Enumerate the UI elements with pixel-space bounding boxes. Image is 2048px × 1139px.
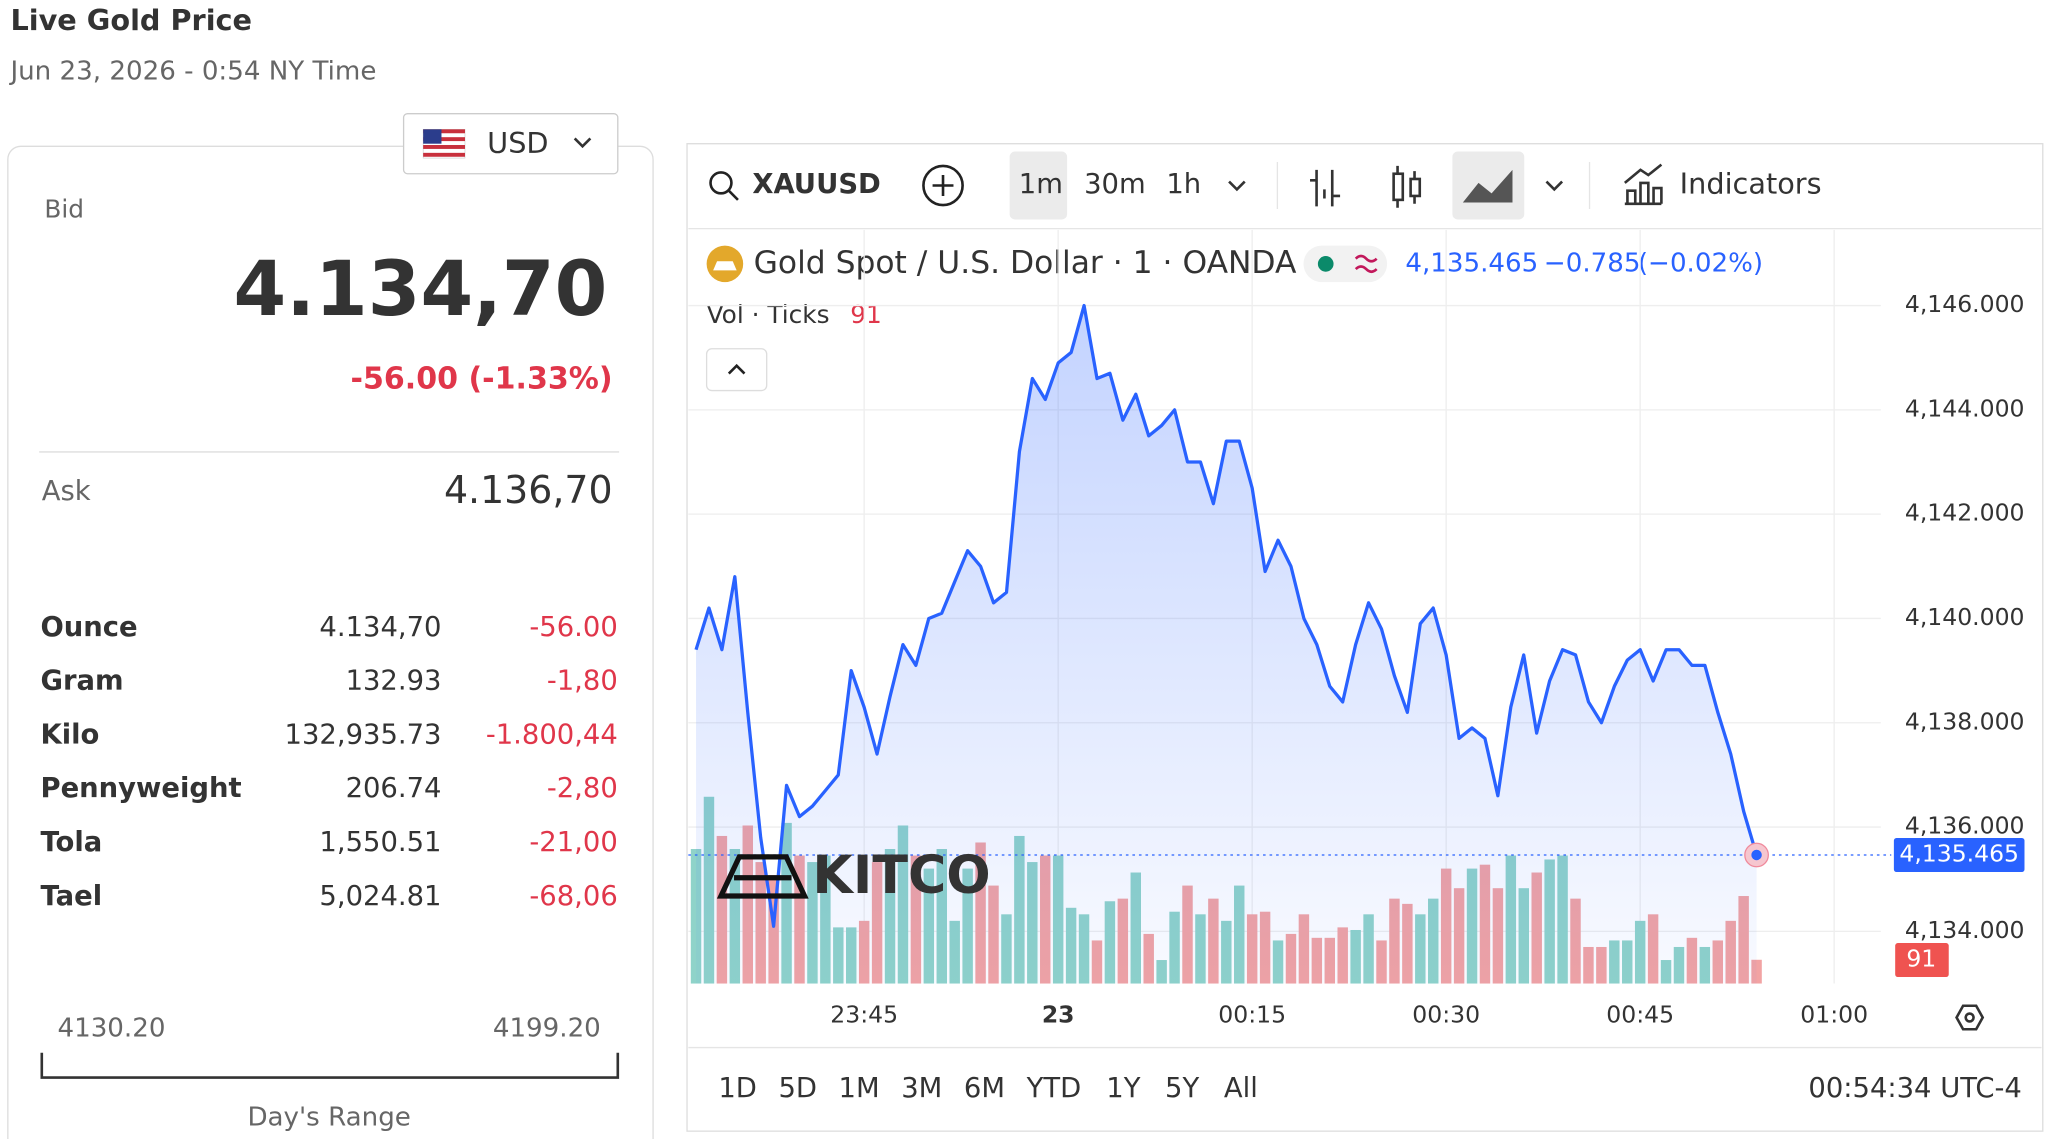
range-button[interactable]: All xyxy=(1224,1073,1258,1104)
interval-button[interactable]: 1m xyxy=(1019,169,1063,200)
add-symbol-button[interactable] xyxy=(922,164,964,207)
unit-price: 132,935.73 xyxy=(285,719,442,750)
kitco-logo: KITCO xyxy=(716,846,991,906)
logo-text: KITCO xyxy=(812,846,990,906)
ask-price: 4.136,70 xyxy=(444,468,613,512)
interval-button[interactable]: 1h xyxy=(1166,169,1201,200)
bars-style-icon[interactable] xyxy=(1310,169,1341,207)
legend-change-pct: (−0.02%) xyxy=(1638,248,1763,278)
y-tick-label: 4,134.000 xyxy=(1905,916,2025,944)
unit-change: -21,00 xyxy=(529,827,617,858)
currency-button[interactable]: USD xyxy=(402,113,619,175)
price-panel xyxy=(7,145,654,1139)
unit-name: Pennyweight xyxy=(40,773,241,804)
range-button[interactable]: 6M xyxy=(964,1073,1005,1104)
area-style-bg xyxy=(1452,151,1525,220)
unit-name: Kilo xyxy=(40,719,99,750)
unit-name: Gram xyxy=(40,666,123,697)
range-low: 4130.20 xyxy=(57,1014,165,1044)
range-button[interactable]: 1D xyxy=(718,1073,757,1104)
price-area xyxy=(696,305,1757,984)
range-label: Day's Range xyxy=(247,1103,410,1133)
symbol-icon-bar xyxy=(713,261,737,271)
interval-button[interactable]: 30m xyxy=(1084,169,1146,200)
volume-legend: Vol · Ticks xyxy=(707,300,830,329)
y-tick-label: 4,142.000 xyxy=(1905,499,2025,527)
volume-last-box xyxy=(1895,943,1949,978)
x-tick-label: 00:45 xyxy=(1606,1001,1674,1029)
range-bracket xyxy=(40,1052,620,1079)
x-tick-label: 23:45 xyxy=(830,1001,898,1029)
range-button[interactable]: 1M xyxy=(839,1073,880,1104)
unit-change: -68,06 xyxy=(529,881,617,912)
collapse-legend-button[interactable] xyxy=(705,348,768,392)
series-title: Gold Spot / U.S. Dollar · 1 · OANDA xyxy=(754,245,1297,281)
range-button[interactable]: YTD xyxy=(1026,1073,1082,1104)
unit-name: Ounce xyxy=(40,612,137,643)
range-button[interactable]: 3M xyxy=(901,1073,942,1104)
y-tick-label: 4,144.000 xyxy=(1905,394,2025,422)
volume-last-label: 91 xyxy=(1906,945,1936,973)
unit-price: 4.134,70 xyxy=(319,612,441,643)
range-button[interactable]: 1Y xyxy=(1106,1073,1140,1104)
y-tick-label: 4,138.000 xyxy=(1905,707,2025,735)
unit-change: -56.00 xyxy=(529,612,617,643)
x-tick-label: 01:00 xyxy=(1800,1001,1868,1029)
unit-table: Ounce 4.134,70 -56.00 Gram 132.93 -1,80 Kilo 13… xyxy=(40,612,617,912)
symbol-search[interactable]: XAUUSD xyxy=(709,169,881,201)
y-tick-label: 4,146.000 xyxy=(1905,290,2025,318)
page-title: Live Gold Price xyxy=(10,3,252,37)
legend-last: 4,135.465 xyxy=(1405,248,1538,278)
clock: 00:54:34 UTC-4 xyxy=(1808,1073,2021,1104)
style-menu[interactable] xyxy=(1545,180,1564,192)
market-status-dot xyxy=(1317,256,1334,272)
bid-price: 4.134,70 xyxy=(234,245,608,333)
x-tick-label: 00:15 xyxy=(1218,1001,1286,1029)
unit-price: 132.93 xyxy=(346,666,442,697)
settings-button[interactable] xyxy=(1955,1004,1985,1031)
range-button[interactable]: 5Y xyxy=(1165,1073,1199,1104)
status-badge xyxy=(1303,245,1388,283)
unit-price: 206.74 xyxy=(346,773,442,804)
range-high: 4199.20 xyxy=(493,1014,601,1044)
unit-price: 1,550.51 xyxy=(319,827,441,858)
currency-label: USD xyxy=(487,126,548,160)
unit-name: Tael xyxy=(40,881,102,912)
legend-change: −0.785 xyxy=(1544,248,1641,278)
unit-change: -1.800,44 xyxy=(486,719,618,750)
interval-menu[interactable] xyxy=(1228,180,1246,192)
unit-change: -1,80 xyxy=(547,666,618,697)
delayed-icon xyxy=(1354,254,1378,274)
candles-style-icon[interactable] xyxy=(1392,165,1422,208)
indicators-label: Indicators xyxy=(1680,167,1822,201)
interval-active-bg xyxy=(1009,151,1068,220)
unit-price: 5,024.81 xyxy=(319,881,441,912)
timestamp: Jun 23, 2026 - 0:54 NY Time xyxy=(8,56,376,86)
unit-change: -2,80 xyxy=(547,773,618,804)
last-price-label: 4,135.465 xyxy=(1899,839,2019,867)
symbol: XAUUSD xyxy=(752,169,881,200)
x-tick-label: 23 xyxy=(1042,1001,1075,1029)
y-tick-label: 4,140.000 xyxy=(1905,603,2025,631)
area-style-icon[interactable] xyxy=(1462,169,1513,203)
unit-name: Tola xyxy=(40,827,102,858)
last-price-box xyxy=(1893,838,2025,872)
bid-label: Bid xyxy=(44,194,84,223)
price-line xyxy=(694,303,1759,928)
last-point xyxy=(1751,849,1762,861)
indicators-button[interactable]: Indicators xyxy=(1623,163,1822,206)
volume-last: 91 xyxy=(850,300,882,329)
x-tick-label: 00:30 xyxy=(1412,1001,1480,1029)
y-tick-label: 4,136.000 xyxy=(1905,812,2025,840)
ask-label: Ask xyxy=(42,476,91,507)
bid-change: -56.00 (-1.33%) xyxy=(351,362,613,397)
range-button[interactable]: 5D xyxy=(778,1073,817,1104)
